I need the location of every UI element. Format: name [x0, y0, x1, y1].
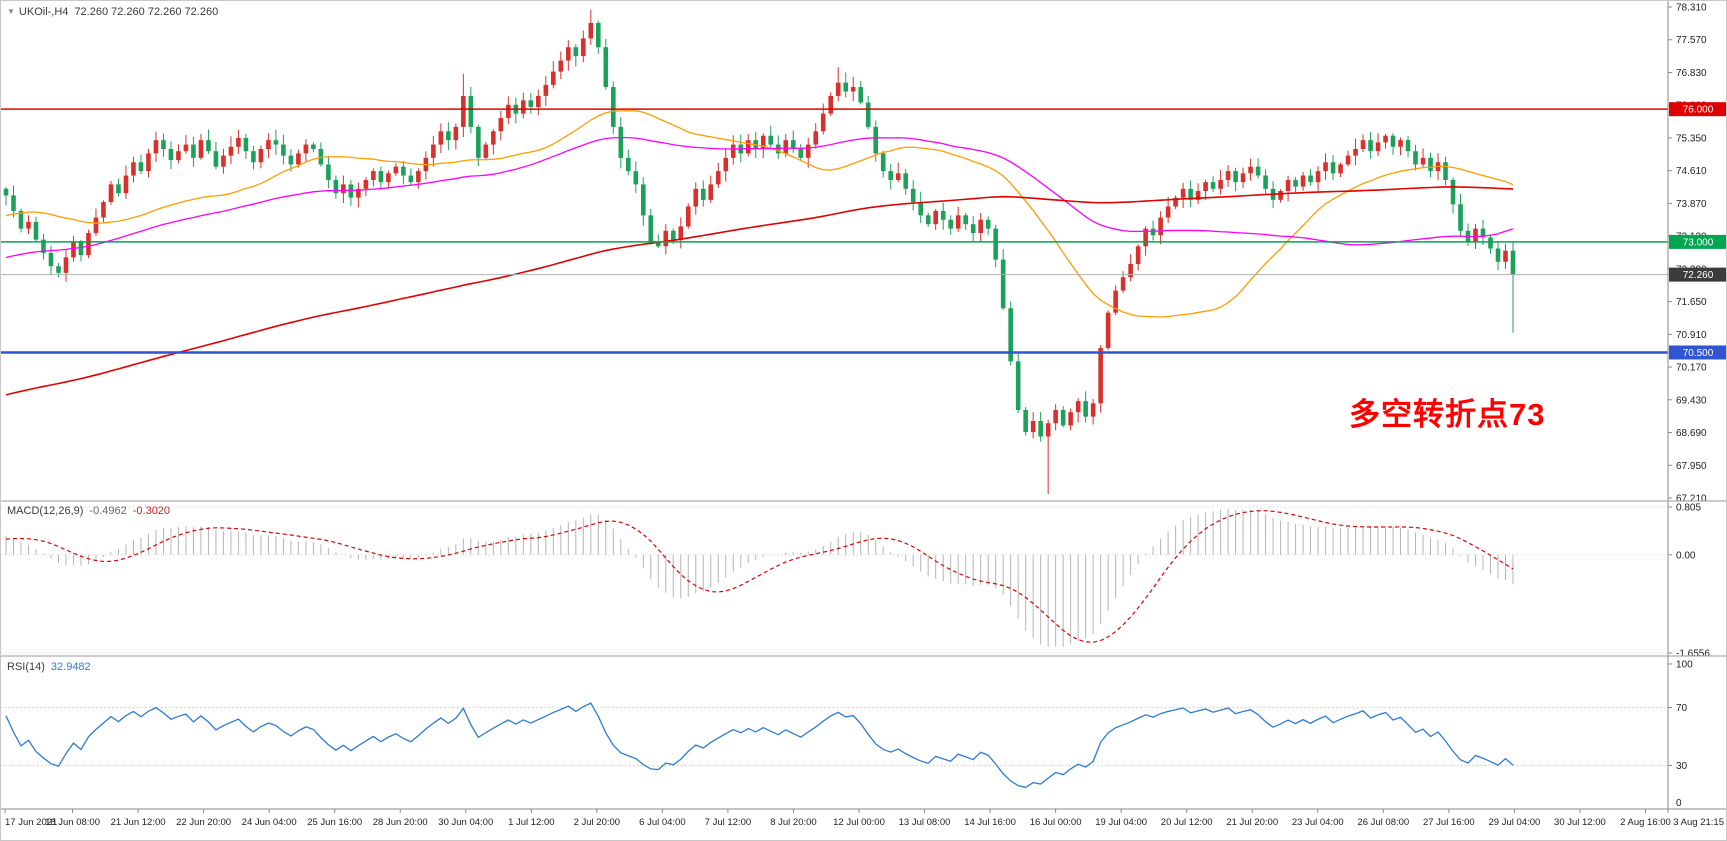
svg-text:-1.6556: -1.6556	[1676, 649, 1710, 660]
svg-text:24 Jun 04:00: 24 Jun 04:00	[242, 817, 297, 828]
svg-text:16 Jul 00:00: 16 Jul 00:00	[1030, 817, 1082, 828]
macd-name: MACD(12,26,9)	[7, 505, 84, 517]
svg-text:27 Jul 16:00: 27 Jul 16:00	[1423, 817, 1475, 828]
svg-text:25 Jun 16:00: 25 Jun 16:00	[307, 817, 362, 828]
ma-slow-line	[5, 186, 1514, 396]
svg-text:23 Jul 04:00: 23 Jul 04:00	[1292, 817, 1344, 828]
ohlc-values: 72.260 72.260 72.260 72.260	[74, 6, 219, 18]
svg-text:13 Jul 08:00: 13 Jul 08:00	[899, 817, 951, 828]
rsi-name: RSI(14)	[7, 661, 45, 673]
svg-text:30 Jul 12:00: 30 Jul 12:00	[1554, 817, 1606, 828]
price-tag-73.000[interactable]: 73.000	[1669, 234, 1727, 249]
svg-text:12 Jul 00:00: 12 Jul 00:00	[833, 817, 885, 828]
rsi-axis: 100 70 30 0	[1668, 660, 1693, 810]
symbol-ohlc-label: ▼ UKOil-,H4 72.260 72.260 72.260 72.260	[7, 6, 218, 18]
svg-text:100: 100	[1676, 660, 1693, 671]
svg-text:6 Jul 04:00: 6 Jul 04:00	[639, 817, 685, 828]
svg-text:70.170: 70.170	[1676, 363, 1707, 374]
svg-text:68.690: 68.690	[1676, 428, 1707, 439]
macd-signal-value: -0.3020	[132, 505, 171, 517]
svg-text:76.830: 76.830	[1676, 68, 1707, 79]
svg-text:77.570: 77.570	[1676, 35, 1707, 46]
rsi-indicator-label: RSI(14) 32.9482	[7, 661, 91, 673]
svg-text:30: 30	[1676, 761, 1688, 772]
svg-text:78.310: 78.310	[1676, 3, 1707, 14]
svg-text:71.650: 71.650	[1676, 297, 1707, 308]
svg-text:28 Jun 20:00: 28 Jun 20:00	[373, 817, 428, 828]
rsi-value: 32.9482	[50, 661, 91, 673]
candlestick-series	[3, 9, 1516, 495]
svg-text:67.950: 67.950	[1676, 461, 1707, 472]
svg-text:17 Jun 2021: 17 Jun 2021	[5, 817, 57, 828]
svg-text:21 Jul 20:00: 21 Jul 20:00	[1226, 817, 1278, 828]
svg-text:26 Jul 08:00: 26 Jul 08:00	[1357, 817, 1409, 828]
svg-text:0: 0	[1676, 798, 1682, 809]
macd-signal-line	[5, 510, 1514, 643]
chart-dropdown-icon[interactable]: ▼	[7, 7, 15, 16]
current-price-tag[interactable]: 72.260	[1669, 267, 1727, 282]
svg-text:0.00: 0.00	[1676, 550, 1696, 561]
svg-text:67.210: 67.210	[1676, 494, 1707, 505]
svg-text:72.260: 72.260	[1683, 270, 1714, 281]
svg-text:14 Jul 16:00: 14 Jul 16:00	[964, 817, 1016, 828]
svg-text:70: 70	[1676, 703, 1688, 714]
svg-text:18 Jun 08:00: 18 Jun 08:00	[45, 817, 100, 828]
ma-medium-line	[5, 137, 1514, 259]
svg-text:29 Jul 04:00: 29 Jul 04:00	[1489, 817, 1541, 828]
price-tag-76.000[interactable]: 76.000	[1669, 102, 1727, 117]
symbol-name: UKOil-,H4	[18, 6, 69, 18]
macd-histogram	[5, 508, 1514, 647]
svg-text:7 Jul 12:00: 7 Jul 12:00	[705, 817, 751, 828]
svg-text:70.500: 70.500	[1683, 348, 1714, 359]
macd-main-value: -0.4962	[89, 505, 127, 517]
ma-fast-line	[5, 110, 1514, 318]
svg-text:3 Aug 21:15: 3 Aug 21:15	[1673, 817, 1724, 828]
price-axis: 78.31077.57076.83076.09075.35074.61073.8…	[1667, 1, 1707, 809]
svg-text:74.610: 74.610	[1676, 166, 1707, 177]
svg-text:22 Jun 20:00: 22 Jun 20:00	[176, 817, 231, 828]
svg-text:1 Jul 12:00: 1 Jul 12:00	[508, 817, 554, 828]
svg-text:2 Aug 16:00: 2 Aug 16:00	[1620, 817, 1671, 828]
price-tag-70.500[interactable]: 70.500	[1669, 345, 1727, 360]
chart-annotation-text: 多空转折点73	[1349, 397, 1546, 432]
svg-text:73.000: 73.000	[1683, 237, 1714, 248]
svg-text:21 Jun 12:00: 21 Jun 12:00	[111, 817, 166, 828]
svg-text:2 Jul 20:00: 2 Jul 20:00	[574, 817, 620, 828]
svg-text:8 Jul 20:00: 8 Jul 20:00	[770, 817, 816, 828]
svg-text:76.000: 76.000	[1683, 105, 1714, 116]
svg-text:30 Jun 04:00: 30 Jun 04:00	[438, 817, 493, 828]
svg-text:70.910: 70.910	[1676, 330, 1707, 341]
svg-text:75.350: 75.350	[1676, 133, 1707, 144]
svg-text:20 Jul 12:00: 20 Jul 12:00	[1161, 817, 1213, 828]
svg-text:73.870: 73.870	[1676, 199, 1707, 210]
macd-panel	[1, 506, 1668, 654]
svg-text:0.805: 0.805	[1676, 503, 1701, 514]
macd-axis: 0.805 0.00 -1.6556	[1668, 503, 1710, 660]
rsi-line	[5, 702, 1514, 789]
rsi-panel	[1, 707, 1668, 766]
macd-indicator-label: MACD(12,26,9) -0.4962 -0.3020	[7, 505, 170, 517]
svg-text:69.430: 69.430	[1676, 395, 1707, 406]
svg-text:19 Jul 04:00: 19 Jul 04:00	[1095, 817, 1147, 828]
